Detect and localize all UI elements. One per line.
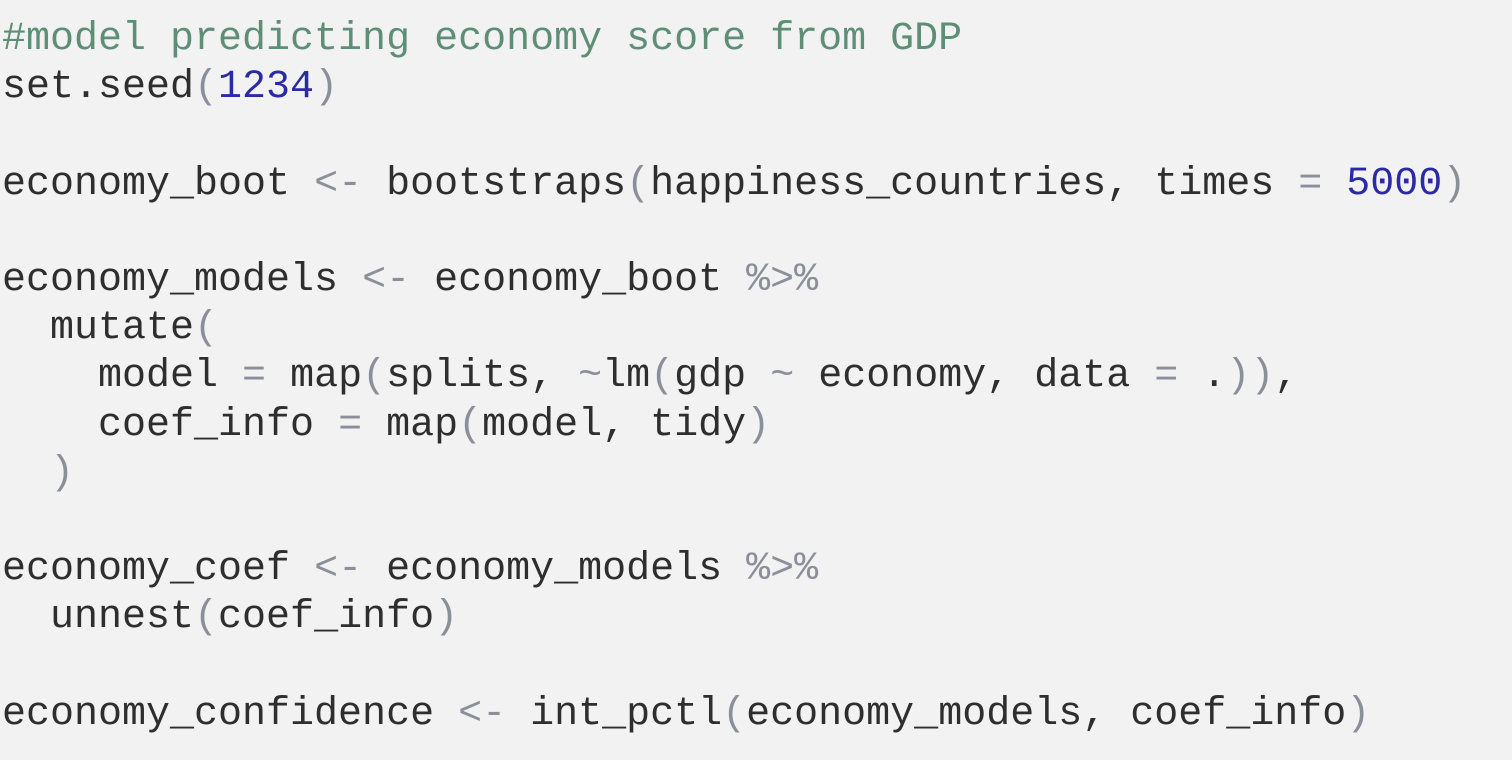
code-token-number: 5000	[1346, 161, 1443, 207]
code-line: economy_models <- economy_boot %>%	[2, 257, 1512, 305]
code-token-default: economy_boot	[2, 161, 315, 207]
code-token-default: economy_confidence	[2, 691, 459, 737]
code-token-default: economy_boot	[410, 257, 747, 303]
code-token-default: set.seed	[2, 65, 195, 111]
code-token-punct: (	[722, 691, 747, 737]
code-token-punct: (	[194, 306, 219, 352]
code-token-default	[2, 451, 50, 496]
code-line	[2, 498, 1512, 546]
code-token-punct: (	[194, 595, 219, 641]
code-token-default: ,	[1274, 354, 1299, 400]
code-token-default: lm	[602, 354, 651, 400]
code-token-punct: ~	[770, 354, 795, 400]
code-token-default: mutate	[2, 306, 195, 352]
code-line: model = map(splits, ~lm(gdp ~ economy, d…	[2, 353, 1512, 401]
code-token-default: economy, data	[794, 354, 1155, 400]
code-token-punct: =	[338, 402, 363, 448]
code-token-punct: )	[434, 595, 459, 641]
code-token-punct: )	[746, 402, 771, 448]
code-line: economy_coef <- economy_models %>%	[2, 546, 1512, 594]
code-token-default: unnest	[2, 595, 195, 641]
code-line: set.seed(1234)	[2, 64, 1512, 112]
code-token-punct: ))	[1226, 354, 1275, 400]
code-token-punct: )	[50, 450, 75, 496]
code-token-default: map	[266, 354, 363, 400]
code-token-default: economy_models	[2, 257, 363, 303]
code-line: )	[2, 450, 1512, 498]
code-token-default: model	[2, 354, 243, 400]
code-token-default: economy_models, coef_info	[746, 691, 1347, 737]
code-token-punct: (	[626, 161, 651, 207]
code-token-comment: #model predicting economy score from GDP	[2, 17, 963, 62]
code-line: #model predicting economy score from GDP	[2, 16, 1512, 64]
code-line: coef_info = map(model, tidy)	[2, 402, 1512, 450]
code-token-punct: %>%	[746, 257, 819, 303]
code-token-punct: <-	[314, 547, 363, 593]
code-line: mutate(	[2, 305, 1512, 353]
code-token-default: bootstraps	[362, 161, 627, 207]
code-token-default: coef_info	[218, 595, 435, 641]
code-token-punct: (	[362, 354, 387, 400]
code-line	[2, 112, 1512, 160]
code-line	[2, 642, 1512, 690]
code-token-default: model, tidy	[482, 402, 747, 448]
code-token-punct: =	[1154, 354, 1179, 400]
code-token-number: 1234	[218, 65, 315, 111]
code-token-punct: (	[650, 354, 675, 400]
code-line: economy_boot <- bootstraps(happiness_cou…	[2, 161, 1512, 209]
code-token-default: gdp	[674, 354, 771, 400]
code-token-default: int_pctl	[506, 691, 723, 737]
code-token-punct: =	[242, 354, 267, 400]
code-token-default: map	[362, 402, 459, 448]
code-token-punct: =	[1298, 161, 1323, 207]
code-token-punct: %>%	[746, 547, 819, 593]
code-token-punct: )	[314, 65, 339, 111]
code-token-default: happiness_countries, times	[650, 161, 1299, 207]
code-token-punct: (	[194, 65, 219, 111]
code-token-default: coef_info	[2, 402, 339, 448]
code-token-default: economy_coef	[2, 547, 315, 593]
code-token-punct: )	[1442, 161, 1467, 207]
code-token-punct: <-	[458, 691, 507, 737]
code-token-default: economy_models	[362, 547, 747, 593]
code-token-punct: )	[1346, 691, 1371, 737]
code-line	[2, 209, 1512, 257]
code-token-default: splits,	[386, 354, 579, 400]
code-token-default: .	[1178, 354, 1227, 400]
code-token-punct: <-	[362, 257, 411, 303]
code-token-punct: (	[458, 402, 483, 448]
code-line: economy_confidence <- int_pctl(economy_m…	[2, 691, 1512, 739]
code-token-punct: <-	[314, 161, 363, 207]
code-token-punct: ~	[578, 354, 603, 400]
code-token-default	[1322, 162, 1346, 207]
code-line: unnest(coef_info)	[2, 594, 1512, 642]
